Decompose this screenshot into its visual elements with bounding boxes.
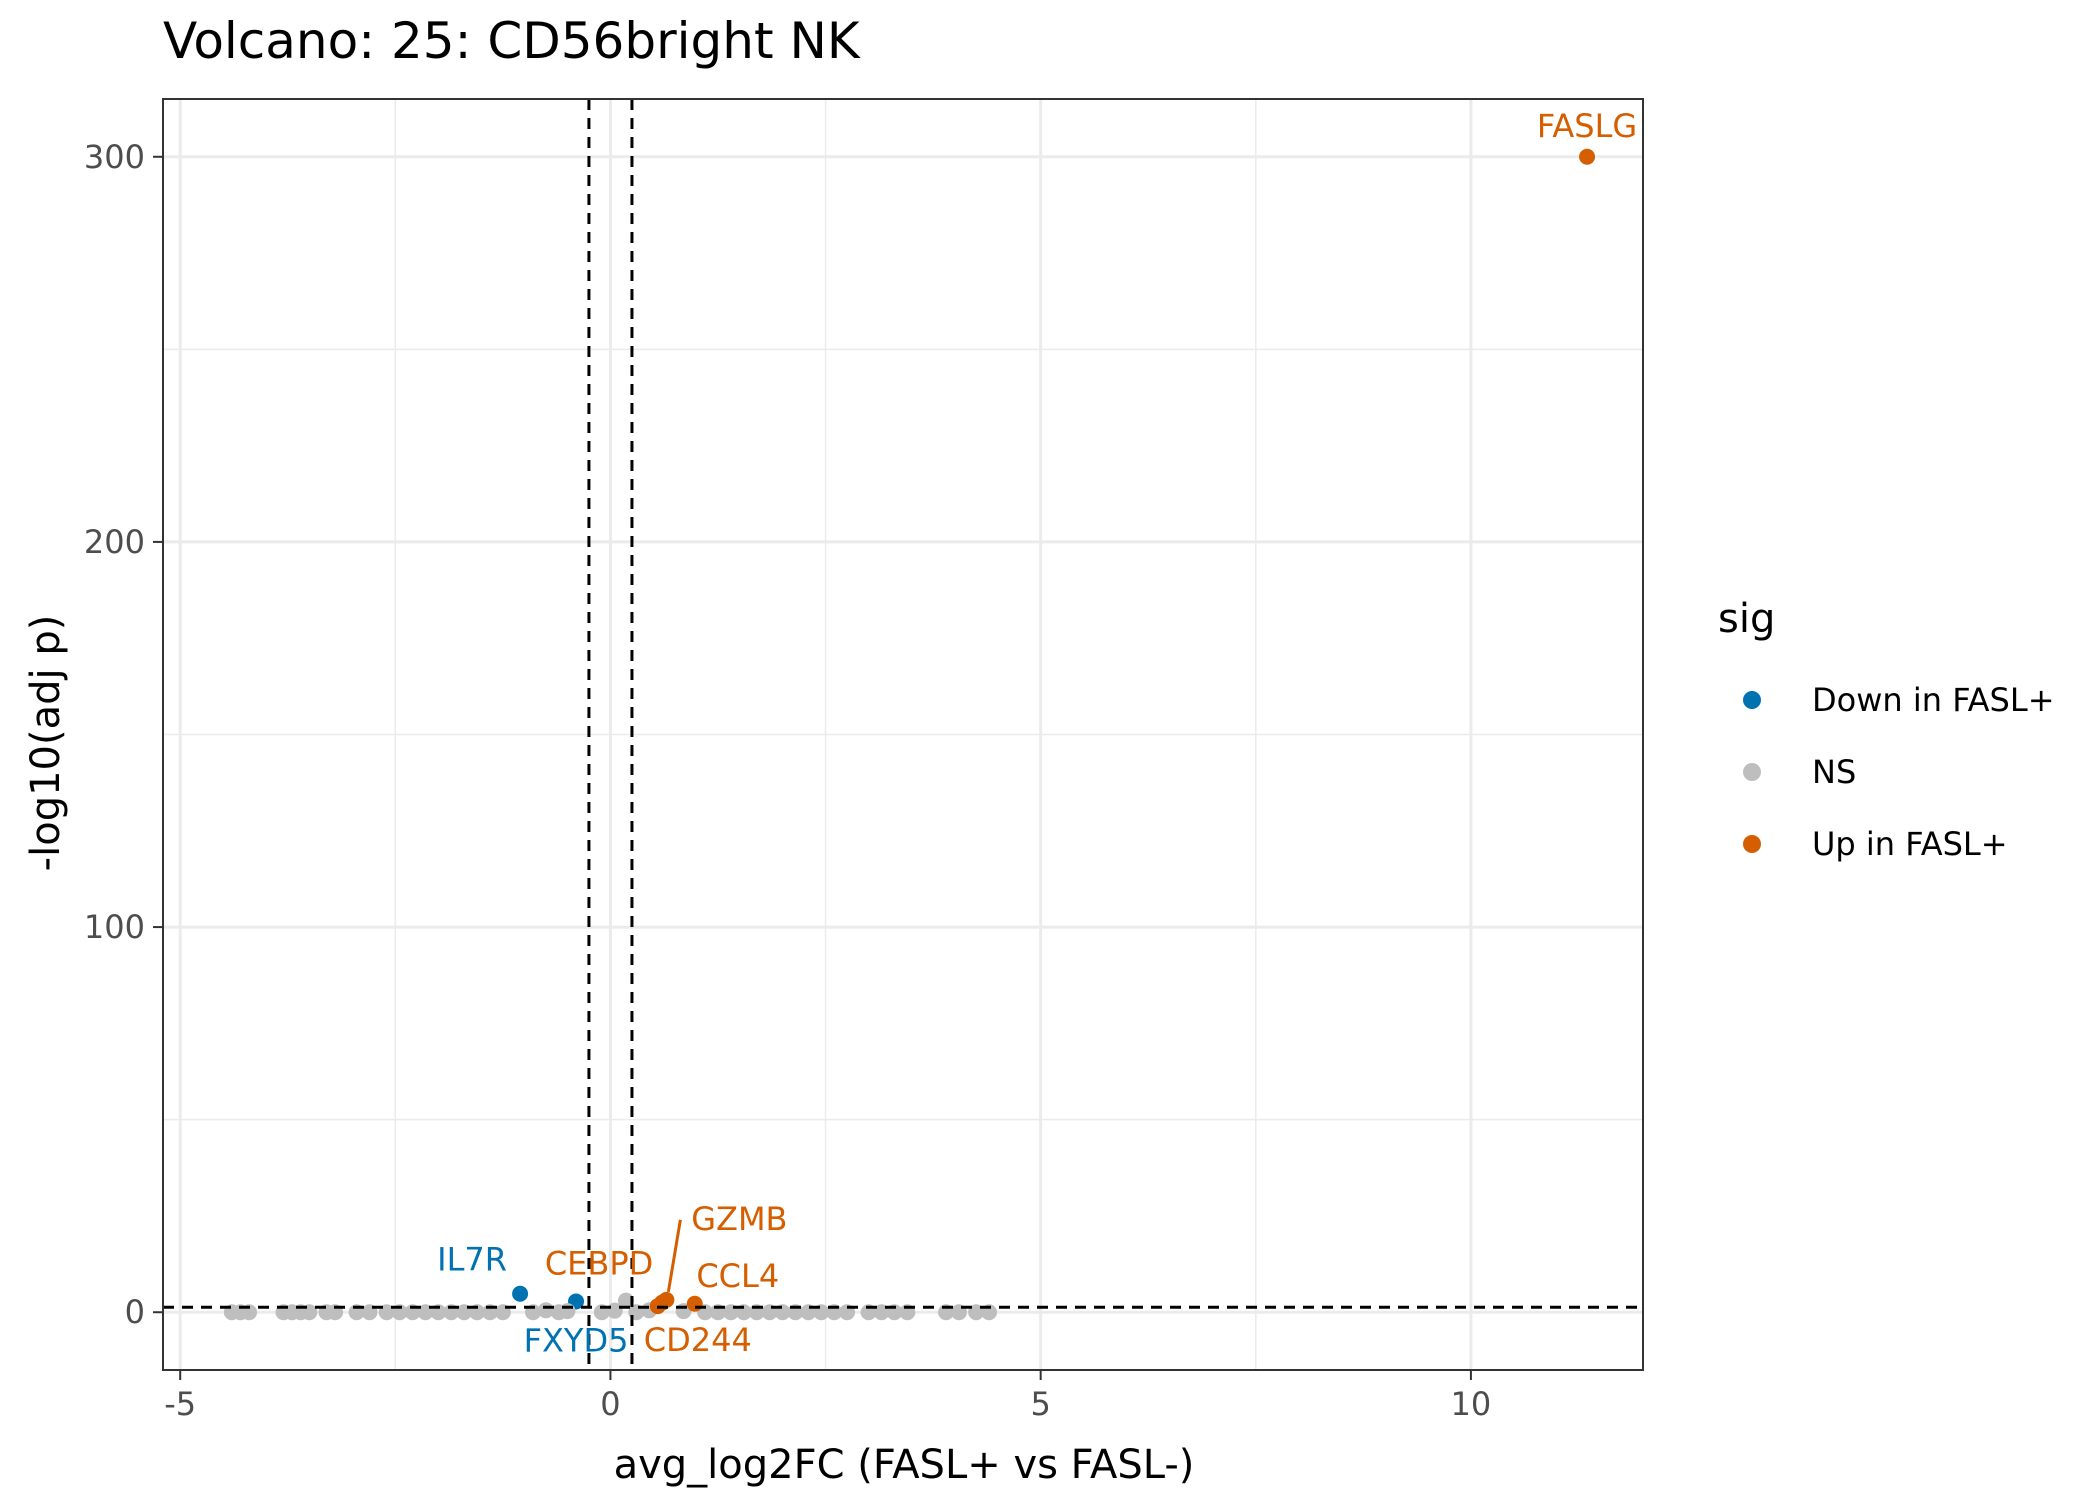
point-label: CCL4 xyxy=(696,1257,779,1295)
point-label: FASLG xyxy=(1537,107,1637,145)
legend-key-marker xyxy=(1743,763,1761,781)
point-label: CD244 xyxy=(644,1321,752,1359)
data-point xyxy=(512,1285,529,1302)
data-point xyxy=(559,1303,576,1320)
legend-entry-label: Up in FASL+ xyxy=(1812,825,2008,863)
point-label: GZMB xyxy=(691,1200,787,1238)
y-axis-label: -log10(adj p) xyxy=(23,615,69,872)
data-point xyxy=(1579,148,1596,165)
legend: sig Down in FASL+ NS Up in FASL+ xyxy=(1718,596,2055,863)
label-segment xyxy=(666,1219,682,1293)
point-label: IL7R xyxy=(437,1241,507,1279)
legend-key-marker xyxy=(1743,835,1761,853)
legend-key-marker xyxy=(1743,691,1761,709)
x-axis-label: avg_log2FC (FASL+ vs FASL-) xyxy=(614,1442,1195,1488)
y-tick-label: 100 xyxy=(84,908,145,946)
chart-title: Volcano: 25: CD56bright NK xyxy=(163,12,861,70)
panel-border xyxy=(162,98,1644,1371)
x-tick-label: -5 xyxy=(164,1385,196,1423)
x-tick-label: 5 xyxy=(1030,1385,1050,1423)
data-point xyxy=(686,1295,703,1312)
legend-title: sig xyxy=(1718,596,1775,642)
y-tick-label: 200 xyxy=(84,523,145,561)
x-tick-label: 10 xyxy=(1451,1385,1492,1423)
plot-panel: IL7R FXYD5 FASLG GZMB CEBPD CCL4 CD244 xyxy=(162,98,1644,1371)
x-tick-label: 0 xyxy=(600,1385,620,1423)
point-label: CEBPD xyxy=(545,1245,653,1283)
data-point xyxy=(617,1292,634,1309)
y-tick-label: 0 xyxy=(125,1293,145,1331)
legend-entry-label: Down in FASL+ xyxy=(1812,681,2055,719)
point-label: FXYD5 xyxy=(524,1321,629,1359)
legend-entry-label: NS xyxy=(1812,753,1856,791)
y-tick-label: 300 xyxy=(84,138,145,176)
